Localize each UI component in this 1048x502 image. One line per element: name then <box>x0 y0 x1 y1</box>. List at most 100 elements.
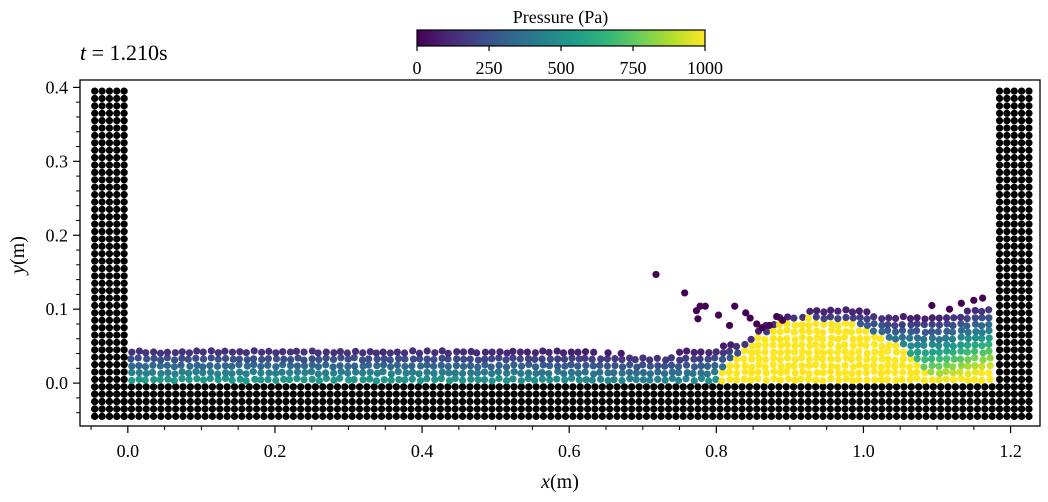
particle <box>957 313 965 321</box>
particle <box>1010 154 1018 162</box>
particle <box>560 355 569 363</box>
particle <box>235 368 244 376</box>
particle <box>252 412 261 420</box>
particle <box>120 94 128 103</box>
particle <box>951 383 960 391</box>
particle <box>91 190 99 199</box>
particle <box>784 354 792 362</box>
particle <box>1003 361 1011 369</box>
particle <box>1025 161 1033 169</box>
particle <box>98 383 106 391</box>
particle <box>797 390 805 398</box>
particle <box>907 383 915 391</box>
particle <box>275 383 283 391</box>
particle <box>1025 250 1033 258</box>
particle <box>430 362 438 370</box>
particle <box>676 356 684 364</box>
particle <box>150 354 158 363</box>
particle <box>885 341 893 349</box>
particle <box>293 368 302 376</box>
particle <box>820 308 828 316</box>
particle <box>995 398 1004 406</box>
particle <box>267 412 275 420</box>
particle <box>319 390 327 398</box>
particle <box>978 376 986 385</box>
particle <box>517 362 526 370</box>
particle <box>379 348 387 356</box>
particle <box>1018 131 1026 140</box>
particle <box>91 220 99 228</box>
particle <box>1025 346 1033 354</box>
particle <box>985 314 993 322</box>
particle <box>856 340 864 348</box>
particle <box>488 377 496 385</box>
particle <box>979 294 987 302</box>
particle <box>105 272 114 280</box>
particle <box>178 348 186 356</box>
particle <box>758 324 766 332</box>
particle <box>827 362 835 370</box>
particle <box>761 348 769 356</box>
particle <box>546 355 554 363</box>
particle <box>314 349 322 357</box>
particle <box>445 377 454 385</box>
particle <box>444 398 452 406</box>
particle <box>789 383 798 391</box>
particle <box>539 412 548 420</box>
particle <box>745 405 754 413</box>
particle <box>709 412 717 420</box>
particle <box>113 213 121 221</box>
particle <box>98 250 106 258</box>
particle <box>407 390 415 398</box>
particle <box>789 398 798 406</box>
particle <box>171 349 179 357</box>
particle <box>105 346 114 354</box>
particle <box>1003 117 1011 125</box>
particle <box>135 375 143 383</box>
particle <box>738 412 746 420</box>
particle <box>1018 146 1026 154</box>
particle <box>1010 109 1018 117</box>
particle <box>650 383 658 391</box>
particle <box>642 405 651 413</box>
particle <box>105 264 114 273</box>
particle <box>848 390 857 398</box>
particle <box>898 326 907 335</box>
particle <box>393 361 402 369</box>
particle <box>892 342 900 350</box>
particle <box>1003 301 1011 310</box>
particle <box>297 390 305 398</box>
particle <box>668 368 676 376</box>
particle <box>937 390 945 398</box>
particle <box>611 362 619 370</box>
particle <box>878 355 886 363</box>
particle <box>311 398 319 406</box>
particle <box>113 368 121 376</box>
particle <box>944 390 952 398</box>
particle <box>1018 168 1026 177</box>
particle <box>409 355 417 363</box>
particle <box>1018 235 1026 243</box>
particle <box>91 309 99 317</box>
particle <box>856 398 864 406</box>
particle <box>308 361 316 369</box>
particle <box>716 390 724 398</box>
particle <box>921 369 929 377</box>
particle <box>91 353 99 361</box>
particle <box>985 340 993 348</box>
particle <box>1010 383 1018 391</box>
particle <box>401 362 409 371</box>
particle <box>431 376 439 384</box>
particle <box>127 412 136 420</box>
particle <box>841 341 849 349</box>
particle <box>517 369 525 378</box>
particle <box>407 398 415 406</box>
particle <box>120 87 128 95</box>
particle <box>639 361 647 369</box>
particle <box>719 363 727 371</box>
particle <box>494 368 502 376</box>
particle <box>311 405 319 413</box>
particle <box>849 342 857 350</box>
particle <box>753 383 761 391</box>
particle <box>326 412 334 420</box>
